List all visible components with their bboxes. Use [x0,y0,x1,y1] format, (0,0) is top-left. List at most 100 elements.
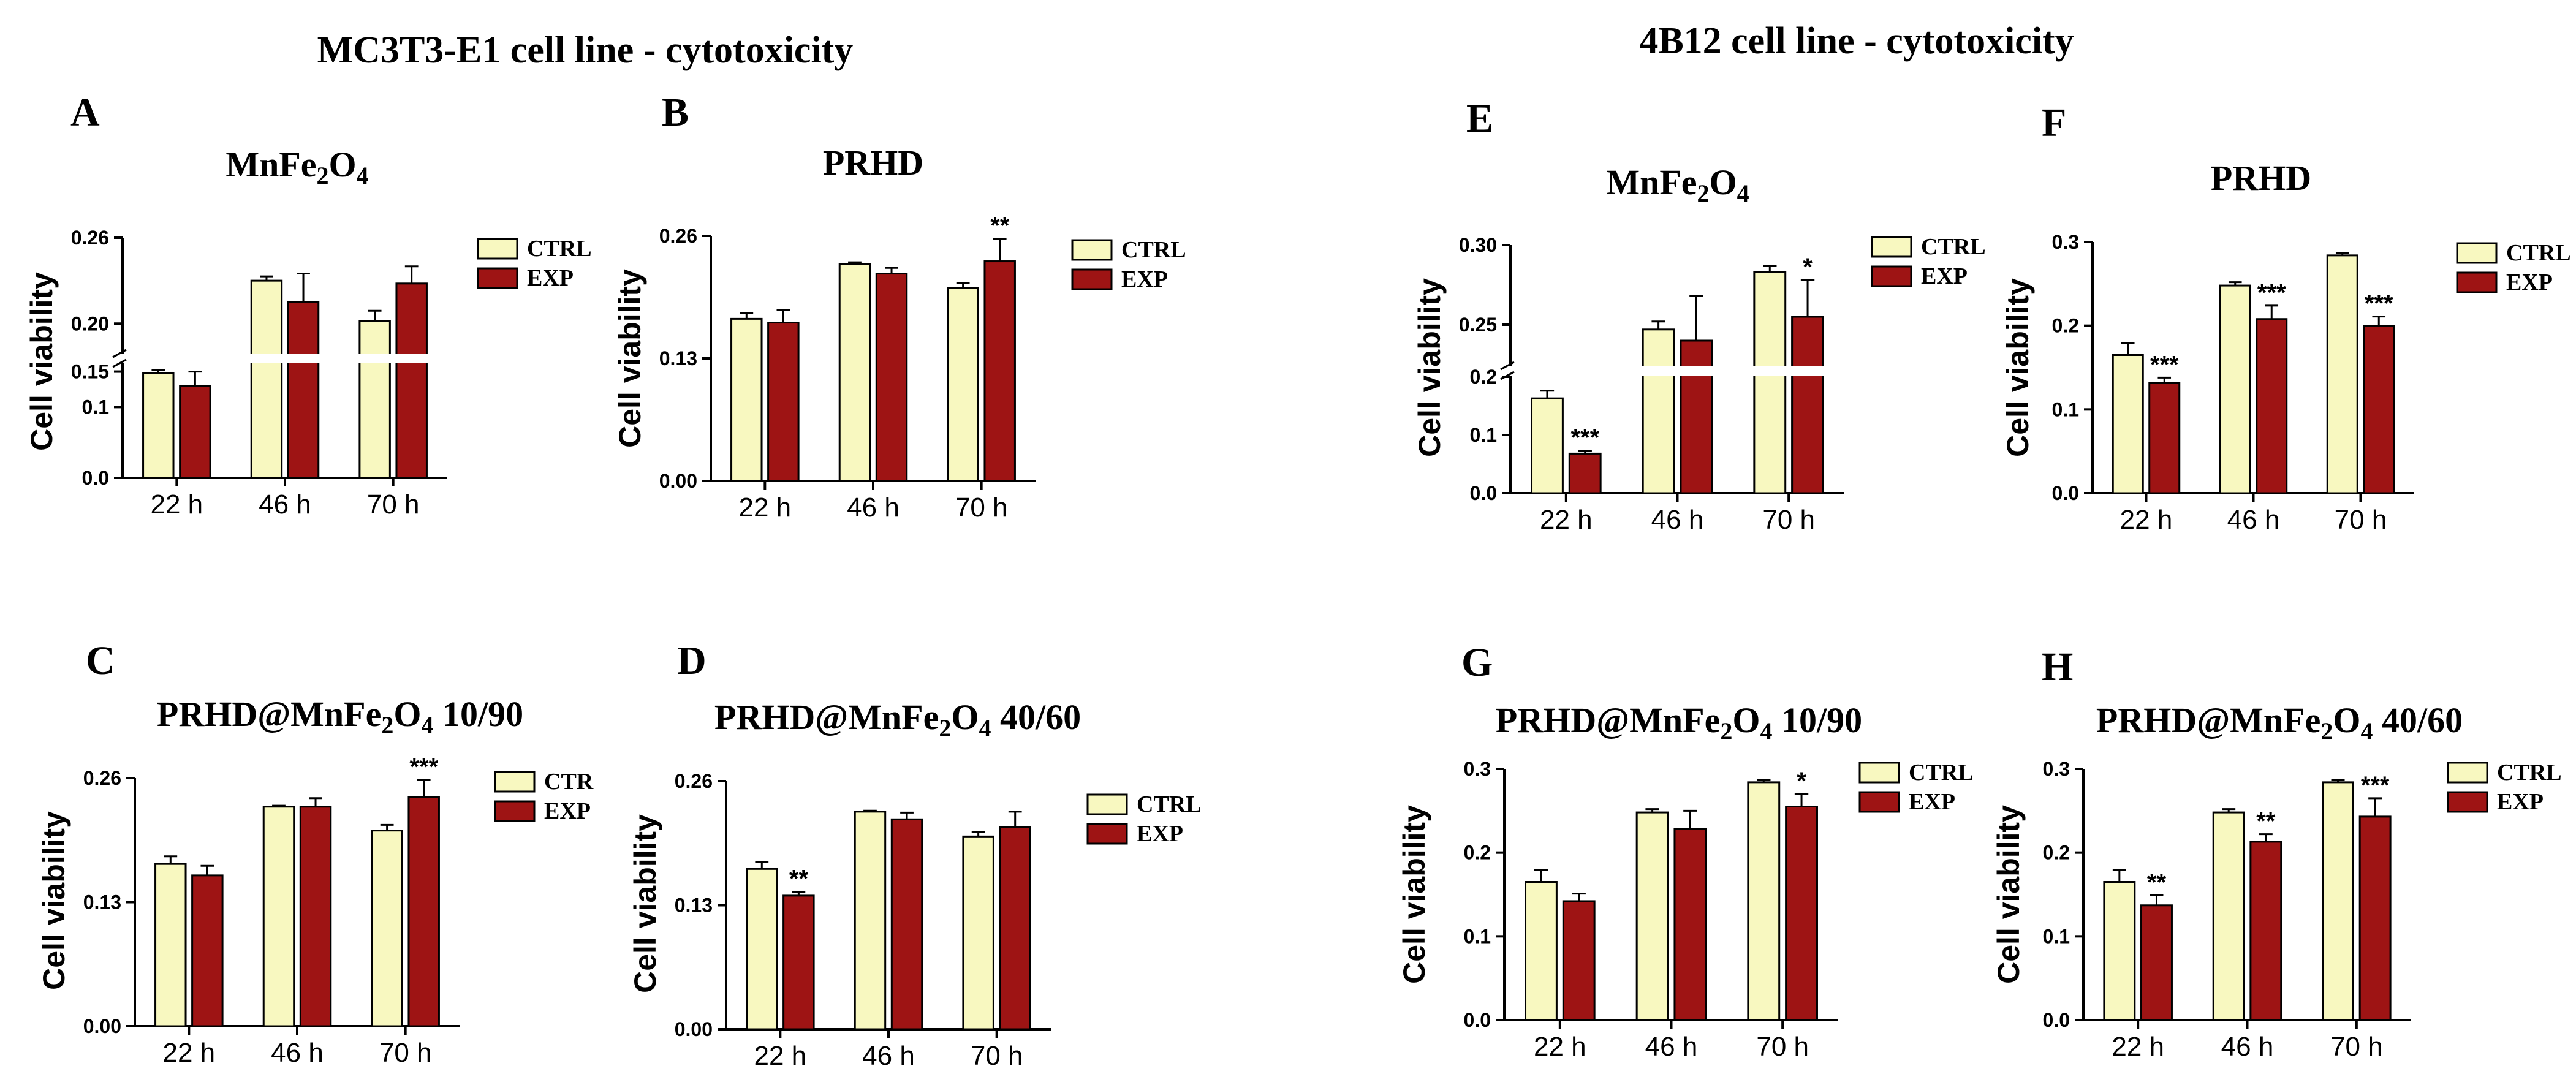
panel-b: B PRHD 0.00 0.13 0.26 Cell viability 22 h 46 h *… [613,90,1186,523]
exp-bar [2148,382,2181,494]
exp-bar [875,273,908,482]
legend-label: CTRL [2497,760,2562,785]
y-tick-label: 0.13 [83,891,121,913]
panels-container: A MnFe2O4 0.0 0.1 0.15 0.20 0.26 Cell viability… [25,90,2571,1071]
x-tick-label: 70 h [971,1041,1023,1071]
significance-marker: ** [2147,869,2167,896]
axis-break-gap [110,354,453,363]
legend-label: EXP [544,798,591,824]
exp-bar [2363,325,2395,494]
significance-marker: ** [789,866,809,893]
significance-marker: *** [2365,290,2393,317]
significance-marker: * [1803,254,1813,281]
exp-bar [1680,339,1713,494]
y-tick-label: 0.3 [2043,758,2070,780]
panel-label: B [662,90,689,135]
x-tick-label: 22 h [2120,505,2173,535]
panel-title: PRHD [823,143,923,183]
legend-swatch-exp [1071,268,1113,290]
x-tick-label: 70 h [2335,505,2387,535]
y-tick-label: 0.3 [1464,758,1491,780]
x-tick-label: 46 h [2221,1032,2274,1062]
panel-label: C [86,638,115,683]
legend-swatch-exp [477,267,518,289]
y-tick-label: 0.1 [82,396,109,418]
panel-label: H [2042,645,2073,689]
x-tick-label: 70 h [955,493,1008,523]
legend-swatch-exp [2447,791,2488,813]
legend-label: CTRL [527,236,592,262]
significance-marker: ** [2256,808,2276,835]
significance-marker: *** [1570,425,1599,452]
left-figure-title: MC3T3-E1 cell line - cytotoxicity [317,29,854,71]
y-tick-label: 0.1 [2052,398,2079,420]
x-tick-label: 46 h [847,493,900,523]
y-tick-label: 0.20 [71,312,109,335]
ctrl-bar [838,263,871,482]
y-tick-label: 0.00 [83,1015,121,1037]
panel-f: F PRHD 0.0 0.1 0.2 0.3 Cell viability *** 22 h **… [2001,100,2571,535]
significance-marker: *** [2257,279,2286,306]
y-tick-label: 0.3 [2052,231,2079,253]
legend-swatch-ctrl [494,771,536,793]
x-tick-label: 70 h [1756,1032,1809,1062]
panel-h: H PRHD@MnFe2O4 40/60 0.0 0.1 0.2 0.3 Cell viab… [1991,645,2562,1062]
x-tick-label: 46 h [259,490,311,520]
ctrl-bar [142,372,175,479]
ctrl-bar [1642,328,1675,494]
y-tick-label: 0.0 [1464,1009,1491,1031]
panel-title: PRHD@MnFe2O4 40/60 [714,697,1081,742]
exp-bar [767,322,800,482]
x-tick-label: 22 h [2112,1032,2164,1062]
legend-label: EXP [527,265,574,291]
ctrl-bar [2112,354,2144,494]
significance-marker: *** [2361,772,2390,799]
legend-swatch-exp [1858,791,1900,813]
legend-swatch-ctrl [477,238,518,260]
panel-label: G [1461,640,1493,685]
y-tick-label: 0.26 [71,227,109,249]
y-tick-label: 0.1 [1464,925,1491,947]
panel-label: F [2042,100,2066,145]
x-tick-label: 70 h [1762,505,1815,535]
y-axis-label: Cell viability [613,269,647,448]
exp-bar [890,818,923,1031]
exp-bar [395,282,428,479]
ctrl-bar [358,320,391,479]
y-tick-label: 0.15 [71,361,109,383]
y-axis-label: Cell viability [1412,278,1447,457]
panel-title: PRHD@MnFe2O4 10/90 [1496,700,1862,745]
panel-label: D [677,638,707,683]
exp-bar [2140,904,2173,1021]
x-tick-label: 46 h [2227,505,2280,535]
axis-break-mark [112,349,127,358]
legend-label: CTRL [1137,792,1202,817]
exp-bar [1791,316,1824,494]
panel-title: MnFe2O4 [1606,162,1749,207]
exp-bar [299,806,332,1027]
ctrl-bar [2326,254,2358,494]
y-tick-label: 0.1 [2043,925,2070,947]
ctrl-bar [854,811,887,1031]
y-tick-label: 0.0 [2052,482,2079,504]
y-tick-label: 0.0 [2043,1009,2070,1031]
x-tick-label: 22 h [151,490,203,520]
legend-swatch-ctrl [1871,236,1912,258]
y-tick-label: 0.13 [659,347,697,369]
y-tick-label: 0.26 [659,225,697,247]
panel-title: PRHD@MnFe2O4 10/90 [157,694,523,739]
legend-swatch-ctrl [2447,762,2488,784]
ctrl-bar [1747,781,1781,1021]
significance-marker: ** [990,213,1010,240]
ctrl-bar [746,868,778,1031]
ctrl-bar [1525,881,1558,1021]
exp-bar [2256,318,2288,494]
x-tick-label: 22 h [754,1041,807,1071]
ctrl-bar [154,863,187,1027]
legend-label: CTRL [1909,760,1974,785]
exp-bar [999,826,1031,1031]
ctrl-bar [1531,397,1564,494]
exp-bar [407,796,440,1027]
x-tick-label: 46 h [1645,1032,1698,1062]
